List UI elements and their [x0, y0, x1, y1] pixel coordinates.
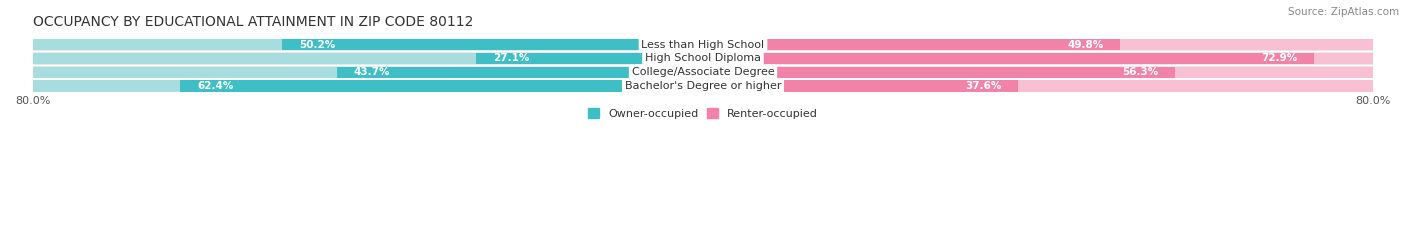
Bar: [32, 39, 1374, 51]
Bar: [32, 52, 1374, 65]
Bar: [703, 67, 1374, 78]
Bar: [283, 39, 703, 50]
Text: Bachelor's Degree or higher: Bachelor's Degree or higher: [624, 81, 782, 91]
Bar: [337, 67, 703, 78]
Bar: [180, 80, 703, 92]
Legend: Owner-occupied, Renter-occupied: Owner-occupied, Renter-occupied: [583, 104, 823, 123]
Bar: [477, 53, 703, 64]
Text: 37.6%: 37.6%: [965, 81, 1001, 91]
Bar: [32, 80, 1374, 92]
Text: 72.9%: 72.9%: [1261, 54, 1298, 64]
Bar: [32, 80, 703, 92]
Text: 50.2%: 50.2%: [299, 40, 336, 50]
Bar: [32, 67, 703, 78]
Bar: [703, 53, 1374, 64]
Bar: [703, 39, 1374, 50]
Text: High School Diploma: High School Diploma: [645, 54, 761, 64]
Text: 62.4%: 62.4%: [197, 81, 233, 91]
Text: Less than High School: Less than High School: [641, 40, 765, 50]
Bar: [32, 53, 703, 64]
Text: OCCUPANCY BY EDUCATIONAL ATTAINMENT IN ZIP CODE 80112: OCCUPANCY BY EDUCATIONAL ATTAINMENT IN Z…: [32, 15, 472, 29]
Text: 49.8%: 49.8%: [1067, 40, 1104, 50]
Text: 27.1%: 27.1%: [492, 54, 529, 64]
Bar: [32, 66, 1374, 78]
Text: 43.7%: 43.7%: [353, 67, 389, 77]
Bar: [703, 80, 1018, 92]
Bar: [703, 39, 1121, 50]
Text: College/Associate Degree: College/Associate Degree: [631, 67, 775, 77]
Text: Source: ZipAtlas.com: Source: ZipAtlas.com: [1288, 7, 1399, 17]
Bar: [703, 80, 1374, 92]
Bar: [703, 53, 1313, 64]
Bar: [703, 67, 1175, 78]
Bar: [32, 39, 703, 50]
Text: 56.3%: 56.3%: [1122, 67, 1159, 77]
